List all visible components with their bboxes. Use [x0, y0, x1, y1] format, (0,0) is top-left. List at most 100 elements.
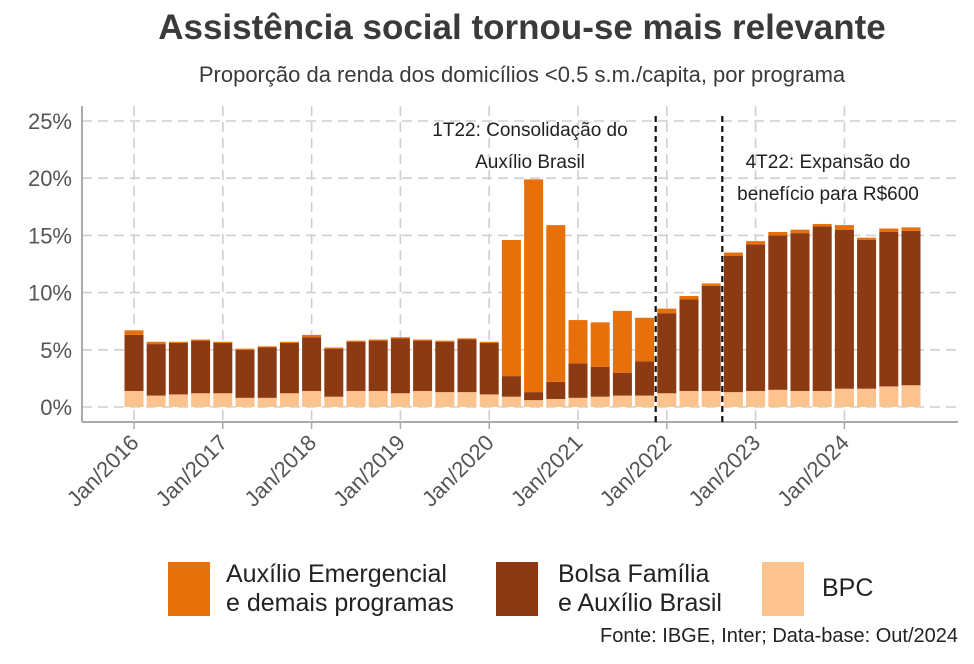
- bar-segment-auxilio: [812, 223, 832, 227]
- bar-segment-bpc: [657, 393, 677, 407]
- bar-segment-bpc: [812, 390, 832, 407]
- x-tick-label: Jan/2020: [417, 430, 499, 512]
- bar-segment-bolsa: [546, 381, 566, 399]
- legend-label-bolsa: Bolsa Família e Auxílio Brasil: [558, 560, 722, 617]
- bar-segment-auxilio: [879, 228, 899, 232]
- bar-segment-auxilio: [723, 252, 743, 256]
- bar-segment-bpc: [479, 394, 499, 407]
- legend-label-bpc: BPC: [822, 574, 874, 602]
- bar-segment-auxilio: [257, 346, 277, 348]
- bar-segment-auxilio: [235, 348, 255, 350]
- bar-segment-bolsa: [635, 361, 655, 396]
- bar-segment-auxilio: [435, 340, 455, 342]
- annotation-expansao: 4T22: Expansão do: [746, 152, 911, 173]
- bar-segment-auxilio: [346, 340, 366, 342]
- bar-segment-auxilio: [501, 239, 521, 377]
- bar-segment-bpc: [302, 390, 322, 407]
- bar-segment-bolsa: [568, 363, 588, 398]
- bar-layer: [124, 179, 921, 407]
- legend-label-auxilio: Auxílio Emergencial e demais programas: [226, 560, 454, 617]
- bar-segment-bpc: [524, 400, 544, 407]
- bar-segment-bpc: [568, 397, 588, 407]
- bar-segment-bolsa: [457, 339, 477, 393]
- annotation-consolidacao: Auxílio Brasil: [475, 152, 585, 173]
- bar-segment-auxilio: [413, 339, 433, 341]
- bar-segment-auxilio: [901, 227, 921, 231]
- bar-segment-auxilio: [768, 231, 788, 236]
- bar-segment-auxilio: [857, 237, 877, 240]
- y-tick-label: 25%: [28, 109, 72, 134]
- bar-segment-bpc: [324, 396, 344, 407]
- bar-segment-auxilio: [457, 338, 477, 340]
- bar-segment-bpc: [390, 393, 410, 407]
- bar-segment-bolsa: [191, 340, 211, 394]
- bar-segment-bpc: [834, 388, 854, 407]
- bar-segment-auxilio: [324, 347, 344, 349]
- bar-segment-bpc: [346, 390, 366, 407]
- bar-segment-auxilio: [146, 341, 166, 345]
- legend-swatch-bpc: [762, 562, 804, 616]
- bar-segment-auxilio: [191, 339, 211, 341]
- bar-segment-bolsa: [524, 392, 544, 401]
- bar-segment-auxilio: [701, 283, 721, 286]
- y-tick-label: 10%: [28, 281, 72, 306]
- bar-segment-auxilio: [679, 296, 699, 300]
- bar-segment-bpc: [723, 392, 743, 407]
- bar-segment-bolsa: [879, 231, 899, 387]
- bar-segment-bolsa: [368, 340, 388, 391]
- x-tick-label: Jan/2023: [683, 430, 765, 512]
- bar-segment-bolsa: [657, 313, 677, 394]
- bar-segment-bpc: [368, 390, 388, 407]
- legend: Auxílio Emergencial e demais programas B…: [168, 560, 888, 620]
- bar-segment-bpc: [257, 397, 277, 407]
- chart-subtitle: Proporção da renda dos domicílios <0.5 s…: [198, 62, 846, 87]
- bar-segment-bolsa: [590, 366, 610, 397]
- bar-segment-bpc: [435, 392, 455, 407]
- bar-segment-bolsa: [790, 233, 810, 391]
- bar-segment-bpc: [213, 393, 233, 407]
- annotation-layer: 1T22: Consolidação do Auxílio Brasil 4T22:…: [432, 116, 919, 422]
- bar-segment-bpc: [857, 388, 877, 407]
- bar-segment-bpc: [124, 390, 144, 407]
- bar-segment-bolsa: [501, 376, 521, 397]
- bar-segment-bolsa: [679, 299, 699, 391]
- x-tick-label: Jan/2016: [62, 430, 144, 512]
- x-tick-label: Jan/2022: [595, 430, 677, 512]
- bar-segment-bolsa: [257, 347, 277, 398]
- bar-segment-bpc: [635, 395, 655, 407]
- bar-segment-bolsa: [213, 342, 233, 394]
- bar-segment-bolsa: [235, 349, 255, 398]
- x-tick-label: Jan/2019: [328, 430, 410, 512]
- bar-segment-bolsa: [857, 239, 877, 389]
- bar-segment-bpc: [168, 394, 188, 407]
- bar-segment-bpc: [901, 385, 921, 407]
- bar-segment-bolsa: [324, 348, 344, 397]
- bar-segment-bolsa: [479, 342, 499, 395]
- bar-segment-auxilio: [302, 334, 322, 338]
- x-tick-label: Jan/2024: [772, 430, 854, 512]
- bar-segment-auxilio: [279, 341, 299, 343]
- bar-segment-auxilio: [546, 225, 566, 382]
- bar-segment-auxilio: [612, 310, 632, 373]
- annotation-consolidacao: 1T22: Consolidação do: [432, 120, 627, 141]
- bar-segment-bpc: [413, 390, 433, 407]
- annotation-expansao: benefício para R$600: [737, 184, 919, 205]
- x-tick-label: Jan/2017: [151, 430, 233, 512]
- bar-segment-bpc: [279, 393, 299, 407]
- bar-segment-bolsa: [279, 342, 299, 394]
- source-note: Fonte: IBGE, Inter; Data-base: Out/2024: [600, 625, 958, 647]
- bar-segment-auxilio: [635, 317, 655, 362]
- bar-segment-bolsa: [834, 229, 854, 389]
- bar-segment-bolsa: [701, 285, 721, 391]
- bar-segment-bpc: [879, 386, 899, 407]
- bar-segment-bolsa: [346, 341, 366, 391]
- bar-segment-bolsa: [746, 244, 766, 391]
- bar-segment-auxilio: [568, 320, 588, 364]
- bar-segment-auxilio: [524, 179, 544, 393]
- bar-segment-bolsa: [390, 338, 410, 394]
- bar-segment-bpc: [501, 396, 521, 407]
- bar-segment-bolsa: [413, 340, 433, 391]
- bar-segment-bolsa: [812, 226, 832, 391]
- legend-swatch-auxilio: [168, 562, 210, 616]
- bar-segment-bolsa: [723, 255, 743, 393]
